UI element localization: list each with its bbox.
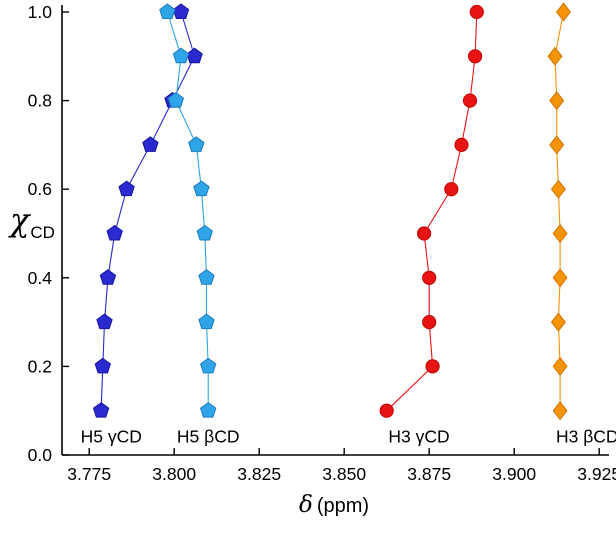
- series-line: [386, 11, 478, 412]
- series-3: [379, 4, 484, 418]
- x-axis-label: δ (ppm): [299, 492, 369, 518]
- series-line: [100, 11, 196, 411]
- series-label-3: H3 γCD: [388, 426, 449, 446]
- data-point-circle: [462, 93, 478, 108]
- data-point-pentagon: [118, 180, 135, 197]
- data-point-pentagon: [200, 402, 217, 418]
- data-point-circle: [422, 315, 437, 330]
- series-4: [547, 2, 572, 421]
- data-point-pentagon: [172, 47, 190, 64]
- data-point-pentagon: [142, 136, 159, 152]
- x-tick-label: 3.925: [577, 464, 616, 484]
- y-axis-label-subscript: CD: [30, 223, 55, 242]
- data-point-diamond: [552, 356, 568, 377]
- data-point-circle: [469, 4, 484, 20]
- data-point-circle: [454, 137, 469, 152]
- data-point-circle: [468, 49, 483, 64]
- data-point-pentagon: [188, 136, 205, 152]
- series-2: [159, 3, 217, 418]
- x-tick-label: 3.825: [237, 464, 281, 484]
- y-tick-label: 0.2: [28, 356, 52, 376]
- y-tick-label: 1.0: [28, 2, 53, 22]
- data-point-diamond: [547, 46, 563, 66]
- y-tick-label: 0.8: [28, 91, 52, 111]
- data-point-diamond: [552, 223, 568, 244]
- series-label-4: H3 βCD: [556, 426, 616, 446]
- y-tick-label: 0.4: [28, 268, 53, 288]
- data-point-circle: [422, 270, 437, 285]
- data-point-pentagon: [167, 91, 185, 108]
- x-tick-label: 3.800: [152, 464, 196, 484]
- x-axis-label-units: (ppm): [316, 495, 370, 517]
- data-point-circle: [379, 403, 394, 418]
- data-point-diamond: [549, 90, 565, 111]
- x-tick-label: 3.875: [407, 464, 451, 484]
- series-1: [92, 3, 203, 418]
- data-point-diamond: [552, 268, 568, 288]
- data-point-diamond: [555, 2, 572, 22]
- y-axis-label-chi: χ: [10, 201, 30, 239]
- data-point-pentagon: [106, 224, 123, 241]
- y-axis-label: χCD: [10, 201, 55, 242]
- data-point-pentagon: [198, 269, 215, 285]
- y-tick-label: 0.6: [28, 179, 52, 199]
- x-tick-label: 3.850: [322, 464, 366, 484]
- series-line: [554, 11, 565, 411]
- data-point-circle: [417, 226, 432, 241]
- data-point-pentagon: [92, 402, 110, 418]
- data-point-circle: [425, 359, 440, 374]
- data-point-pentagon: [186, 47, 203, 64]
- data-point-pentagon: [193, 180, 210, 197]
- data-point-pentagon: [172, 3, 190, 19]
- series-label-2: H5 βCD: [177, 426, 240, 446]
- data-point-pentagon: [200, 357, 217, 374]
- data-point-diamond: [552, 401, 568, 421]
- data-point-diamond: [549, 135, 565, 155]
- data-point-diamond: [550, 179, 566, 199]
- data-point-pentagon: [198, 313, 215, 330]
- series-label-1: H5 γCD: [81, 426, 142, 446]
- x-tick-label: 3.900: [492, 464, 536, 484]
- x-axis-label-delta: δ: [298, 492, 313, 518]
- data-point-diamond: [550, 312, 566, 332]
- data-point-pentagon: [99, 269, 117, 285]
- data-point-pentagon: [159, 3, 176, 19]
- series-line: [166, 11, 209, 411]
- x-tick-label: 3.775: [67, 464, 111, 484]
- data-point-pentagon: [94, 357, 111, 374]
- data-point-pentagon: [196, 224, 213, 241]
- y-tick-label: 0.0: [28, 445, 53, 465]
- data-point-pentagon: [96, 313, 113, 330]
- data-point-circle: [444, 182, 459, 197]
